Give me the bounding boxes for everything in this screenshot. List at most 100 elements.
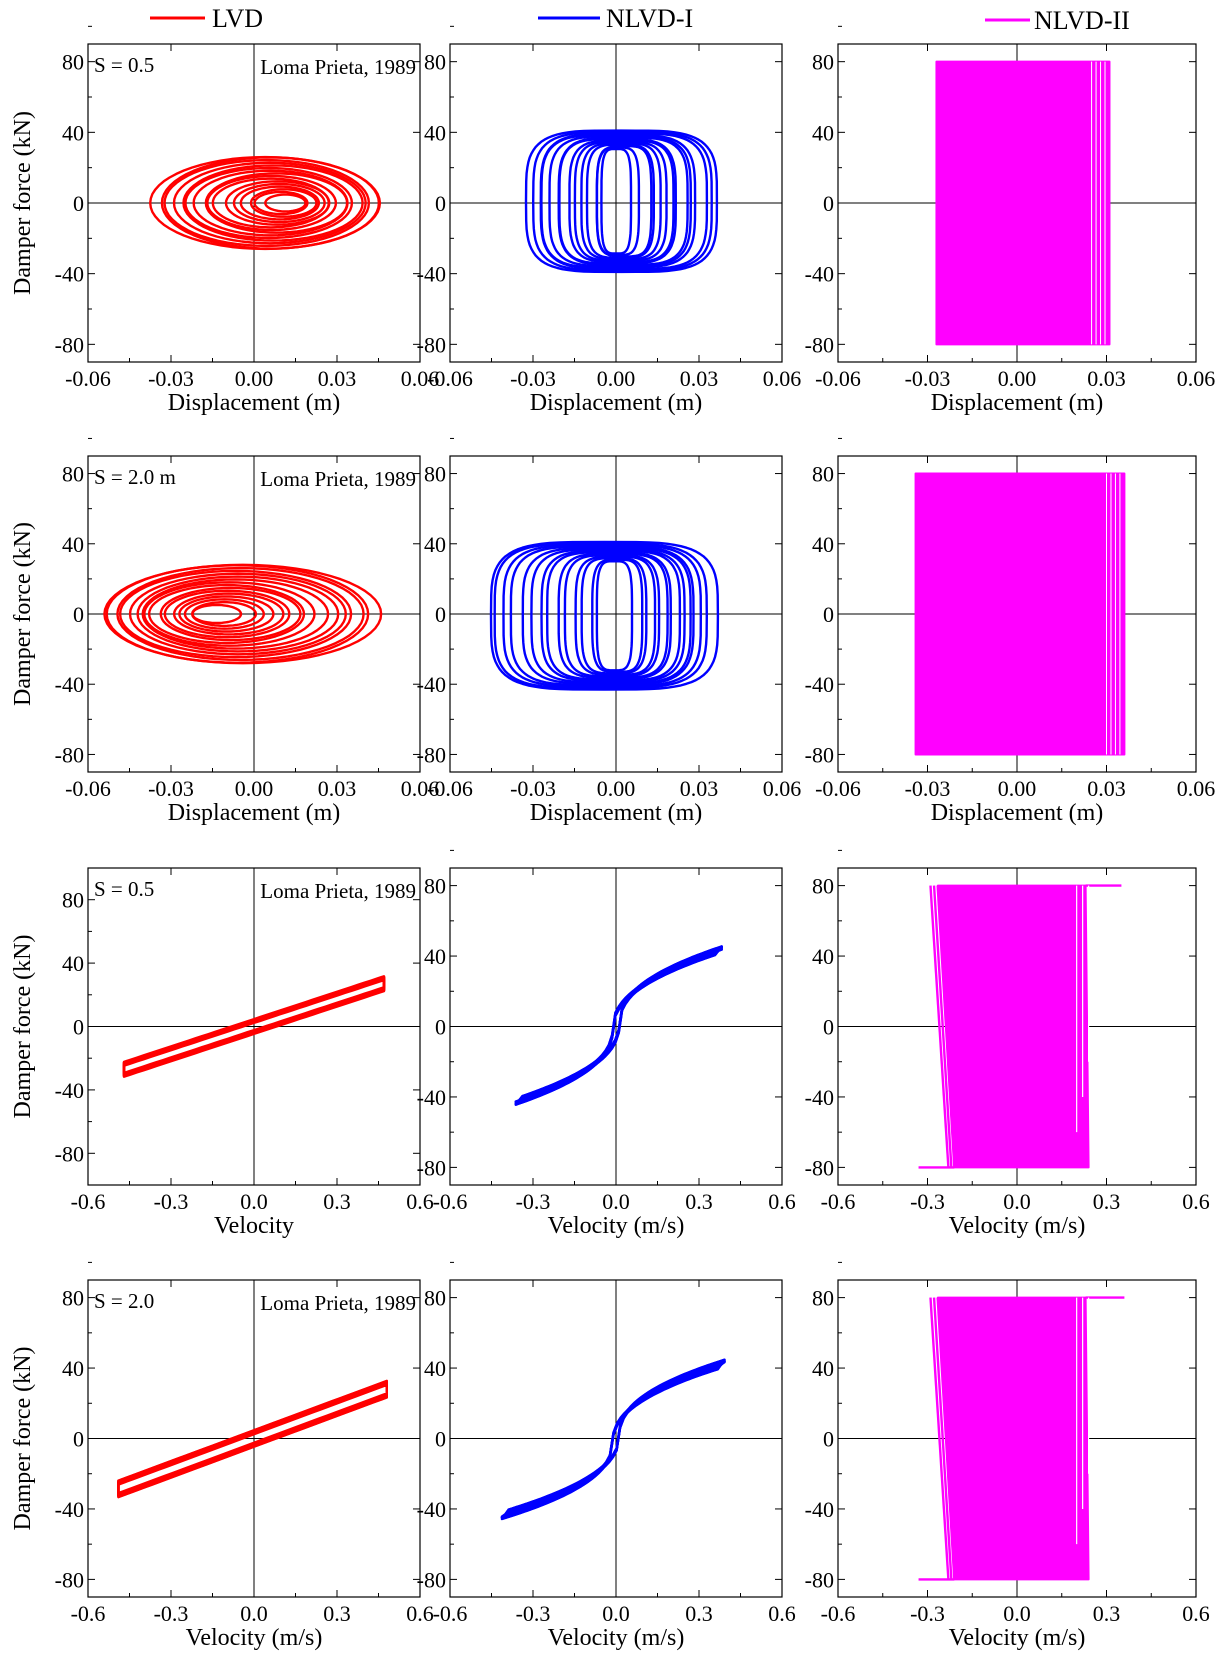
panel-0-2-xtick-label: -0.06 bbox=[815, 366, 861, 391]
panel-0-1-loop bbox=[573, 140, 668, 262]
panel-0-1-loop bbox=[585, 143, 655, 259]
panel-1-1-xtick-label: 0.03 bbox=[680, 776, 719, 801]
panel-1-0-xtick-label: 0.06 bbox=[401, 776, 440, 801]
panel-1-2-xtick-label: -0.03 bbox=[905, 776, 951, 801]
panel-0-1-ytick-label: 80 bbox=[424, 50, 446, 75]
panel-3-0-note-s: S = 2.0 bbox=[94, 1289, 154, 1313]
panel-0-1-xtick-label: 0.00 bbox=[597, 366, 636, 391]
panel-0-2-ytick-label: -40 bbox=[805, 262, 834, 287]
panel-1-1-loop bbox=[595, 560, 634, 672]
panel-1-0-ytick-label: 80 bbox=[62, 462, 84, 487]
panel-1-0-loop bbox=[128, 572, 347, 656]
panel-2-2-xtick-label: 0.0 bbox=[1003, 1189, 1031, 1214]
panel-1-1-loop bbox=[580, 557, 648, 675]
panel-1-1: -0.06 -0.03 0.00 0.03 0.06 -80 -40 0 40 80 Displac… bbox=[417, 437, 802, 826]
panel-1-1-loop bbox=[591, 558, 644, 673]
panel-3-0-ytick-label: 80 bbox=[62, 1286, 84, 1311]
panel-1-0-xtick-label: -0.03 bbox=[148, 776, 194, 801]
panel-1-0-loop bbox=[163, 589, 291, 639]
panel-0-0-ylabel: Damper force (kN) bbox=[10, 111, 36, 295]
panel-1-0-xtick-label: 0.03 bbox=[318, 776, 357, 801]
panel-3-0-xtick-label: -0.3 bbox=[154, 1601, 189, 1626]
panel-3-2-xtick-label: 0.0 bbox=[1003, 1601, 1031, 1626]
panel-3-2-ytick-label: 80 bbox=[812, 1286, 834, 1311]
panel-3-1-xtick-label: -0.3 bbox=[516, 1601, 551, 1626]
panel-1-0-loop bbox=[116, 566, 365, 662]
panel-1-1-loop bbox=[502, 543, 702, 688]
panel-0-2-xtick-label: 0.03 bbox=[1087, 366, 1126, 391]
panel-3-2-fan-body bbox=[936, 1296, 1090, 1581]
panel-2-2-fan-line bbox=[936, 885, 956, 1168]
panel-0-0-xtick-label: 0.06 bbox=[401, 366, 440, 391]
panel-2-1-xtick-label: 0.0 bbox=[602, 1189, 630, 1214]
panel-1-1-loop bbox=[521, 546, 692, 685]
panel-1-1-loop bbox=[557, 552, 669, 679]
panel-1-0-loop bbox=[141, 578, 330, 650]
panel-2-0-ytick-label: 40 bbox=[62, 951, 84, 976]
panel-0-0-loop bbox=[249, 188, 318, 218]
panel-0-2-xtick-label: -0.03 bbox=[905, 366, 951, 391]
panel-2-2-fan-body bbox=[936, 884, 1090, 1169]
panel-1-1-xlabel: Displacement (m) bbox=[530, 800, 703, 826]
panel-1-0-ylabel: Damper force (kN) bbox=[10, 522, 36, 706]
panel-3-2-ytick-label: 40 bbox=[812, 1356, 834, 1381]
panel-0-1-loop bbox=[524, 129, 719, 274]
panel-0-2-block bbox=[935, 60, 1111, 346]
panel-2-1: -0.6 -0.3 0.0 0.3 0.6 -80 -40 0 40 80 Velocity (m/… bbox=[417, 849, 796, 1239]
panel-0-1-loop bbox=[548, 135, 692, 268]
panel-1-2-ytick-label: -40 bbox=[805, 672, 834, 697]
panel-3-0-xtick-label: 0.6 bbox=[406, 1601, 434, 1626]
panel-0-0-ytick-label: 80 bbox=[62, 50, 84, 75]
panel-0-0-xtick-label: -0.03 bbox=[148, 366, 194, 391]
panel-2-2-xtick-label: -0.3 bbox=[910, 1189, 945, 1214]
panel-3-1-xlabel: Velocity (m/s) bbox=[548, 1625, 685, 1651]
panel-1-1-loop bbox=[540, 549, 682, 682]
panel-3-1-ytick-label: -40 bbox=[417, 1497, 446, 1522]
panel-0-1-xtick-label: -0.06 bbox=[427, 366, 473, 391]
panel-1-1-loop bbox=[489, 540, 720, 691]
panel-3-2-fan-line bbox=[940, 1297, 959, 1580]
panel-0-0-ytick-label: -80 bbox=[55, 332, 84, 357]
panel-1-1-xtick-label: 0.00 bbox=[597, 776, 636, 801]
panel-1-0-ytick-label: -80 bbox=[55, 742, 84, 767]
panel-1-1-xtick-label: -0.03 bbox=[510, 776, 556, 801]
panel-0-2-ytick-label: 40 bbox=[812, 120, 834, 145]
panel-0-2-series-nlvd-ii bbox=[935, 60, 1111, 346]
panel-0-1-xtick-label: 0.06 bbox=[763, 366, 802, 391]
panel-3-1-ytick-label: -80 bbox=[417, 1567, 446, 1592]
panel-1-0-ytick-label: -40 bbox=[55, 672, 84, 697]
panel-0-0: -0.06 -0.03 0.00 0.03 0.06 -80 -40 0 40 80 Displac… bbox=[10, 25, 440, 416]
panel-1-0-loop bbox=[172, 592, 285, 636]
panel-2-0-ytick-label: -80 bbox=[55, 1141, 84, 1166]
panel-1-0-loop bbox=[147, 583, 306, 645]
panel-2-2-xtick-label: 0.3 bbox=[1093, 1189, 1121, 1214]
panel-3-2-xtick-label: -0.6 bbox=[821, 1601, 856, 1626]
panel-3-1-xtick-label: 0.0 bbox=[602, 1601, 630, 1626]
panel-1-1-xtick-label: 0.06 bbox=[763, 776, 802, 801]
panel-2-0-loop bbox=[122, 975, 386, 1078]
panel-0-0-loop bbox=[192, 169, 349, 237]
panel-2-0-note-s: S = 0.5 bbox=[94, 877, 154, 901]
panel-1-0-ytick-label: 40 bbox=[62, 532, 84, 557]
panel-3-1-xtick-label: -0.6 bbox=[433, 1601, 468, 1626]
panel-2-2-xtick-label: 0.6 bbox=[1182, 1189, 1210, 1214]
panel-2-1-xtick-label: 0.6 bbox=[768, 1189, 796, 1214]
panel-2-0-ytick-label: 80 bbox=[62, 888, 84, 913]
panel-0-0-loop bbox=[224, 180, 331, 226]
panel-2-1-series-nlvd-i bbox=[514, 945, 723, 1106]
panel-0-0-xlabel: Displacement (m) bbox=[168, 390, 341, 416]
panel-2-2-series-nlvd-ii bbox=[918, 884, 1122, 1169]
panel-3-0-ytick-label: -80 bbox=[55, 1567, 84, 1592]
panel-1-0-loop bbox=[103, 563, 383, 665]
panel-3-2-fan-line bbox=[943, 1297, 962, 1580]
panel-2-0-ytick-label: -40 bbox=[55, 1078, 84, 1103]
panel-1-1-ytick-label: -40 bbox=[417, 672, 446, 697]
panel-0-1-xlabel: Displacement (m) bbox=[530, 390, 703, 416]
panel-1-2-xtick-label: 0.00 bbox=[998, 776, 1037, 801]
panel-2-1-ytick-label: -80 bbox=[417, 1155, 446, 1180]
panel-2-0-ytick-label: 0 bbox=[73, 1015, 84, 1040]
panel-1-0-xtick-label: -0.06 bbox=[65, 776, 111, 801]
panel-1-0-loop bbox=[159, 586, 302, 642]
panel-1-1-loop bbox=[493, 542, 708, 690]
panel-0-1-loop bbox=[600, 147, 633, 255]
